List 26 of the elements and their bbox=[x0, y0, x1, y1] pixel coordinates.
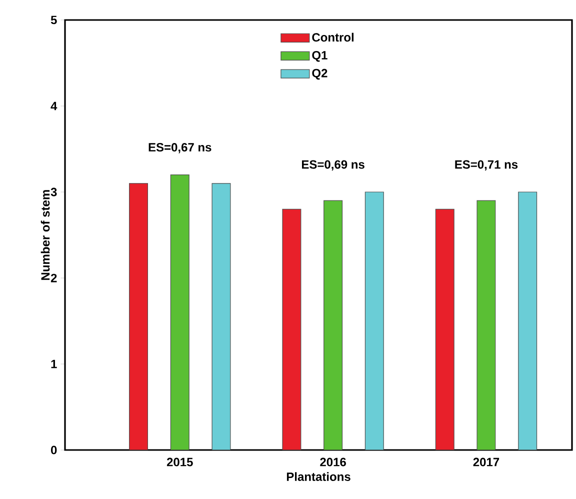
bar bbox=[476, 200, 496, 450]
bar bbox=[170, 174, 190, 450]
annotation: ES=0,71 ns bbox=[455, 160, 518, 170]
y-tick-label: 1 bbox=[51, 360, 57, 368]
bar bbox=[435, 208, 454, 450]
bar bbox=[282, 208, 302, 450]
y-tick-label: 0 bbox=[50, 446, 57, 454]
annotation: ES=0,69 ns bbox=[302, 160, 364, 170]
y-tick-label: 4 bbox=[50, 102, 58, 110]
y-tick-label: 2 bbox=[50, 274, 57, 282]
bar bbox=[364, 192, 384, 450]
legend-label: Q2 bbox=[312, 68, 328, 80]
x-tick-label: 2017 bbox=[473, 458, 500, 466]
y-tick-label: 5 bbox=[50, 16, 57, 24]
legend-label: Control bbox=[312, 32, 354, 42]
y-tick-label: 3 bbox=[50, 188, 57, 196]
x-axis-title: Plantations bbox=[286, 472, 350, 481]
bar bbox=[129, 183, 148, 450]
bar bbox=[518, 192, 538, 450]
legend-label: Q1 bbox=[312, 51, 328, 62]
annotation: ES=0,67 ns bbox=[148, 143, 212, 154]
bar bbox=[212, 183, 231, 450]
y-axis-title: Number of stem bbox=[40, 190, 50, 280]
bar bbox=[324, 200, 343, 450]
x-tick-label: 2016 bbox=[320, 458, 346, 466]
x-tick-label: 2015 bbox=[166, 458, 193, 466]
